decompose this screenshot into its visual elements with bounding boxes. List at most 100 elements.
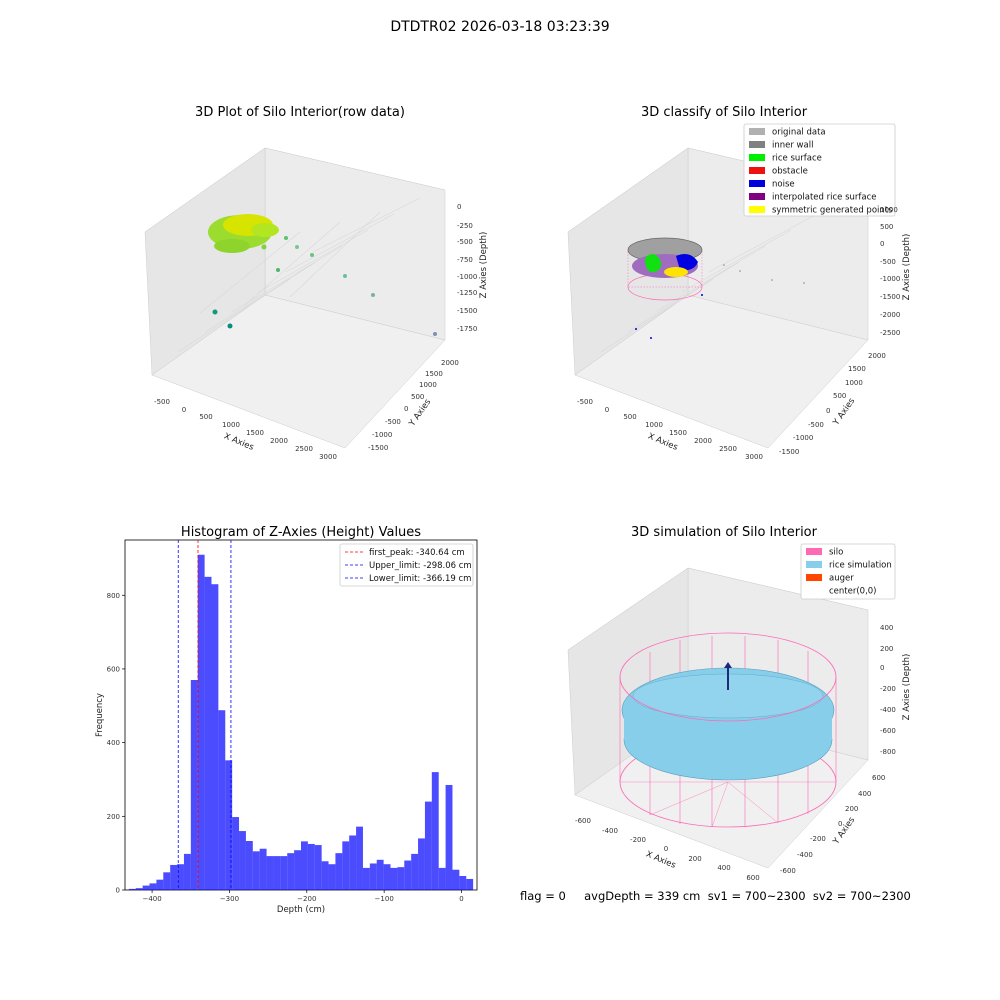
histogram-bar [376,859,384,890]
histogram-bar [225,760,233,890]
histogram-title: Histogram of Z-Axies (Height) Values [181,525,421,540]
histogram-ytick-label: 600 [107,665,120,673]
simulation-legend-swatch [806,574,822,581]
histogram-bar [287,853,295,890]
histogram-bar [252,851,260,890]
classify-ytick: 500 [833,392,846,400]
histogram-bar [232,817,240,890]
histogram-bar [383,864,391,890]
histogram-plot-area [124,539,478,891]
raw-ytick: -500 [385,418,401,426]
histogram-bar [411,853,419,890]
simulation-ytick: 600 [872,774,885,782]
histogram-bar [280,856,288,890]
simulation-z-ticks: 400 200 0 -200 -400 -600 -800 Z Axies (D… [880,624,912,756]
raw-ztick: -1500 [457,307,477,315]
classify-ytick: -500 [808,421,824,429]
classify-xtick: -500 [577,398,593,406]
classify-panel: 3D classify of Silo Interior [567,105,912,461]
simulation-ytick: -600 [780,867,796,875]
histogram-bar [266,856,274,890]
histogram-bar [438,867,446,890]
classify-legend: original data inner wall rice surface obsta… [743,123,896,217]
histogram-bar [204,576,212,890]
classify-ztick: -1000 [880,275,900,283]
raw-ztick: -1000 [457,273,477,281]
simulation-ytick: 400 [858,790,871,798]
raw-ytick: 0 [404,405,408,413]
classify-legend-label: interpolated rice surface [772,193,877,203]
simulation-ztick: 0 [880,664,884,672]
classify-xtick: 2000 [694,437,712,445]
footer-status: flag = 0 avgDepth = 339 cm sv1 = 700~230… [520,889,911,903]
classify-ztick: -500 [880,258,896,266]
histogram-bar [404,860,412,890]
histogram-bar [418,838,425,890]
histogram-panel: Histogram of Z-Axies (Height) Values −40… [95,525,478,915]
simulation-xtick: 400 [717,864,730,872]
simulation-xtick: -200 [630,836,646,844]
histogram-bar [445,785,453,890]
histogram-bar [459,876,467,890]
histogram-bar [197,554,205,890]
simulation-ytick: 0 [838,820,842,828]
raw-ztick: -500 [457,238,473,246]
classify-ytick: -1000 [793,434,813,442]
classify-legend-label: inner wall [772,141,813,151]
simulation-legend-label: silo [829,548,843,558]
histogram-bar [273,856,281,890]
classify-ztick: -1500 [880,293,900,301]
classify-legend-swatch [749,141,765,148]
histogram-bar [183,853,191,890]
histogram-bar [314,845,322,890]
classify-ztick: 1000 [880,206,898,214]
raw-ztick: -1250 [457,289,477,297]
raw-ytick: 500 [411,393,424,401]
histogram-bar [424,801,432,890]
simulation-z-label: Z Axies (Depth) [902,654,912,721]
classify-ytick: 0 [826,407,830,415]
classify-legend-swatch [749,193,765,200]
histogram-ytick-label: 0 [116,887,120,895]
histogram-bar [362,867,370,890]
classify-xtick: 0 [605,406,609,414]
histogram-bar [294,850,301,890]
raw-xtick: 1500 [246,429,264,437]
simulation-ztick: -400 [880,706,896,714]
raw-panel: 3D Plot of Silo Interior(row data) [144,105,489,461]
classify-legend-label: obstacle [772,167,808,177]
histogram-ytick-label: 800 [107,592,120,600]
histogram-xtick-label: 0 [459,895,463,903]
classify-ytick: -1500 [779,448,799,456]
classify-legend-label: rice surface [772,154,822,164]
histogram-bar [177,864,184,890]
raw-axes-box [144,147,446,449]
histogram-ytick-label: 200 [107,813,120,821]
histogram-bar [431,772,439,890]
raw-ytick: 1500 [425,370,443,378]
classify-legend-swatch [749,180,765,187]
simulation-ztick: -800 [880,748,896,756]
histogram-bar [170,864,178,890]
simulation-ztick: 400 [880,624,893,632]
simulation-xtick: -400 [602,827,618,835]
histogram-bar [452,869,460,890]
histogram-bar [218,710,226,890]
raw-xtick: 500 [199,413,212,421]
simulation-xtick: 0 [664,845,668,853]
histogram-bar [356,826,363,890]
raw-ytick: -1500 [368,444,388,452]
histogram-legend: first_peak: -340.64 cm Upper_limit: -298.… [339,543,474,587]
raw-ytick: -1000 [372,431,392,439]
raw-ztick: -1750 [457,325,477,333]
histogram-y-label: Frequency [95,693,105,737]
histogram-bar [397,867,405,890]
classify-ztick: -2500 [880,329,900,337]
histogram-bar [349,835,357,890]
classify-xtick: 1500 [669,429,687,437]
histogram-bar [239,831,246,890]
simulation-ytick: 200 [845,805,858,813]
simulation-ztick: -600 [880,727,896,735]
histogram-bars [128,554,474,890]
